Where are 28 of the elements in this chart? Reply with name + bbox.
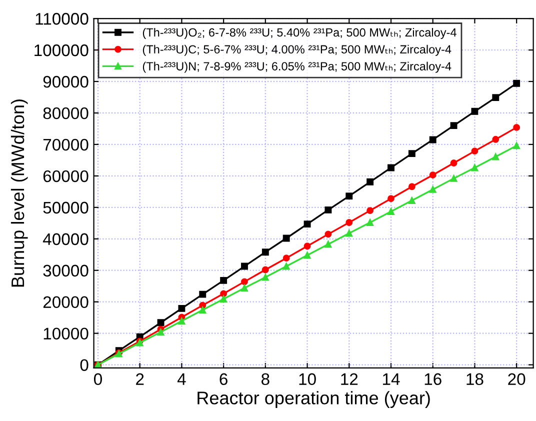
x-axis-title: Reactor operation time (year) — [198, 391, 430, 408]
x-tick-label: 4 — [177, 373, 186, 385]
legend-label: (Th-²³³U)C; 5-6-7% ²³³U; 4.00% ²³¹Pa; 500 MWₜₕ; Zircaloy-4 — [142, 44, 452, 56]
y-tick-label: 100000 — [34, 44, 88, 56]
y-tick-label: 40000 — [42, 233, 88, 246]
x-tick-label: 14 — [383, 373, 400, 385]
x-tick-label: 6 — [220, 373, 228, 386]
x-tick-label: 20 — [508, 373, 526, 386]
x-tick-label: 2 — [136, 373, 144, 385]
x-tick-label: 10 — [299, 373, 316, 386]
legend-label: (Th-²³³U)O₂; 6-7-8% ²³³U; 5.40% ²³¹Pa; 500 MWₜₕ; Zircaloy-4 — [142, 28, 456, 39]
y-tick-label: 10000 — [44, 328, 88, 340]
y-axis-title: Burnup level (MWd/ton) — [10, 100, 28, 287]
y-tick-label: 30000 — [43, 264, 88, 277]
y-tick-label: 50000 — [43, 202, 88, 214]
y-tick-label: 70000 — [43, 138, 88, 151]
x-tick-label: 18 — [466, 373, 484, 386]
y-tick-label: 20000 — [43, 296, 88, 308]
x-tick-label: 0 — [94, 373, 102, 386]
y-tick-label: 80000 — [43, 107, 88, 120]
y-tick-label: 110000 — [36, 12, 88, 25]
y-tick-label: 90000 — [43, 76, 88, 88]
y-tick-label: 60000 — [43, 170, 88, 182]
x-tick-label: 12 — [341, 373, 358, 385]
legend-label: (Th-²³³U)N; 7-8-9% ²³³U; 6.05% ²³¹Pa; 500 MWₜₕ; Zircaloy-4 — [142, 62, 452, 73]
y-tick-label: 0 — [80, 359, 88, 372]
x-tick-label: 8 — [262, 373, 270, 386]
x-tick-label: 16 — [424, 373, 442, 386]
